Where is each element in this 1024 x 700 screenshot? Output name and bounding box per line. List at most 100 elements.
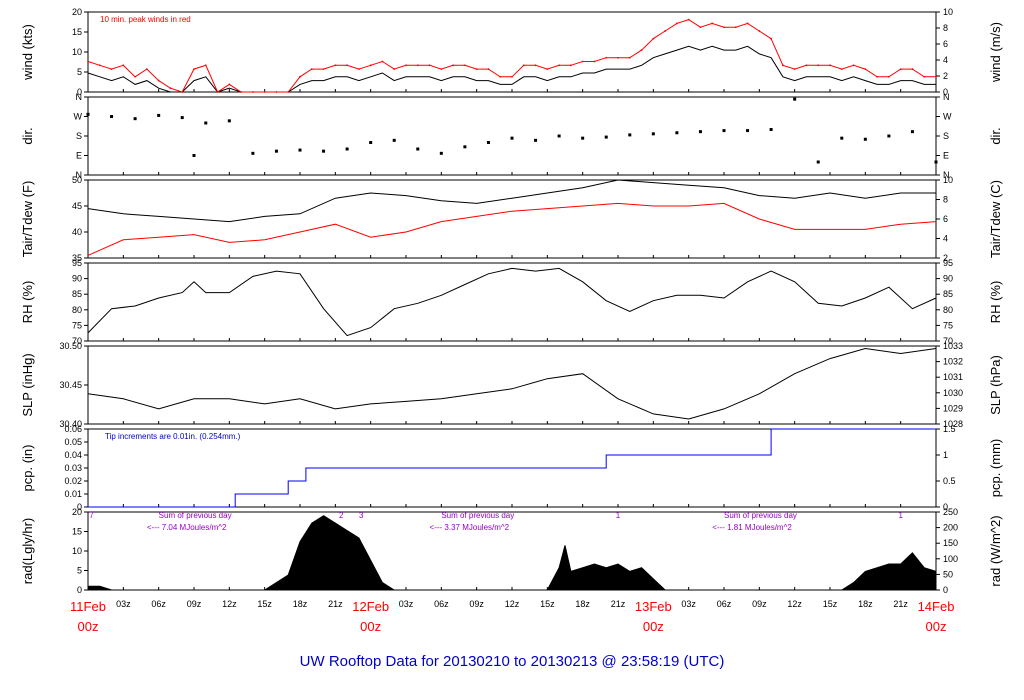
x-tick-label: 09z [187,599,202,609]
y-tick-label-right: 1031 [943,372,963,382]
y-tick-label: 0.06 [64,424,82,434]
dir-point [369,141,373,144]
peak-point [640,49,643,51]
y-tick-label-right: 10 [943,175,953,185]
y-tick-label-right: 4 [943,234,948,244]
dir-point [298,148,302,152]
peak-point [475,68,478,71]
peak-point [911,68,914,71]
y-tick-label-right: 1032 [943,357,963,367]
dir-point [251,151,255,155]
dir-point [110,115,114,118]
y-axis-label-right: RH (%) [988,281,1003,324]
y-tick-label: 0.02 [64,476,82,486]
x-tick-label: 03z [116,599,131,609]
peak-point [876,75,879,78]
x-tick-label: 06z [717,599,732,609]
rad-mark: 3 [359,511,364,520]
peak-point [428,64,431,67]
peak-point [440,68,443,71]
y-tick-label-right: 0 [943,87,948,97]
dir-point [392,138,396,142]
peak-point [852,64,855,67]
x-tick-label: 21z [328,599,343,609]
panel-frame [87,96,937,176]
peak-point [675,22,678,25]
peak-point [287,91,290,93]
y-tick-label: 85 [72,289,82,299]
y-tick-label: 20 [72,507,82,517]
peak-point [758,30,761,32]
y-tick-label-right: 4 [943,55,948,65]
y-axis-label-right: rad (W/m^2) [988,515,1003,586]
wind-annotation: 10 min. peak winds in red [100,15,191,24]
peak-point [781,64,784,67]
y-tick-label-right: 90 [943,274,953,284]
x-tick-label: 21z [893,599,908,609]
y-tick-label-right: 200 [943,523,958,533]
x-date-sublabel: 00z [926,619,947,634]
peak-point [463,64,466,67]
peak-point [251,91,254,93]
x-date-sublabel: 00z [360,619,381,634]
peak-point [734,26,737,29]
dir-point [863,137,867,141]
y-tick-label-right: 75 [943,320,953,330]
peak-point [699,26,702,29]
y-tick-label-right: 70 [943,336,953,346]
peak-point [569,64,572,67]
peak-point [122,64,125,67]
x-tick-label: 18z [858,599,873,609]
y-tick-label-right: 100 [943,554,958,564]
y-tick-label: 50 [72,175,82,185]
y-tick-label-right: 1029 [943,403,963,413]
y-tick-label: 30.50 [59,341,82,351]
dir-point [934,160,938,164]
dir-point [675,131,679,135]
y-tick-label-right: S [943,131,949,141]
dir-point [722,129,726,133]
peak-point [452,64,455,67]
y-tick-label-right: N [943,92,950,102]
x-date-label: 14Feb [918,599,955,614]
y-tick-label: 0.05 [64,437,82,447]
y-tick-label: 75 [72,320,82,330]
y-tick-label: 70 [72,336,82,346]
x-date-sublabel: 00z [78,619,99,634]
panel-temp: 35 40 45 50 2 4 6 8 10 Tair/Tdew (F) Tair/Tdew (C) [20,175,1003,263]
chart-title: UW Rooftop Data for 20130210 to 20130213… [300,653,725,670]
dir-point [322,149,326,153]
peak-point [381,60,384,63]
panel-slp: 30.40 30.45 30.50 1028 1029 1030 1031 1032 1033 S… [20,341,1003,429]
y-tick-label-right: 1033 [943,341,963,351]
rad-annotation: Sum of previous day [159,511,232,520]
peak-point [605,56,608,59]
peak-point [299,75,301,78]
y-tick-label-right: 1028 [943,419,963,429]
dir-point [227,119,231,123]
y-tick-label-right: 0 [943,502,948,512]
panel-wind: 0 5 10 15 20 0 2 4 6 8 10 wind (kts) wind (m/s) 10 mi… [20,7,1003,97]
peak-point [193,68,195,71]
peak-point [581,60,584,63]
dir-point [157,113,161,117]
series-line-slp [87,347,937,420]
x-tick-label: 06z [434,599,449,609]
peak-point [393,68,396,71]
y-tick-label: 15 [72,27,82,37]
y-tick-label: 5 [77,67,82,77]
dir-point [910,130,914,134]
panel-rh: 70 75 80 85 90 95 70 75 80 85 90 95 RH (%) RH (%) [20,258,1003,346]
rad-annotation: <--- 1.81 MJoules/m^2 [712,523,792,532]
peak-point [687,18,690,21]
x-tick-label: 09z [469,599,484,609]
y-axis-label: wind (kts) [20,24,35,81]
y-tick-label: 5 [77,566,82,576]
peak-point [499,75,502,78]
y-tick-label: 0 [77,585,82,595]
peak-point [240,91,243,93]
y-axis-label: dir. [20,127,35,144]
x-tick-label: 21z [611,599,626,609]
peak-point [110,68,113,71]
